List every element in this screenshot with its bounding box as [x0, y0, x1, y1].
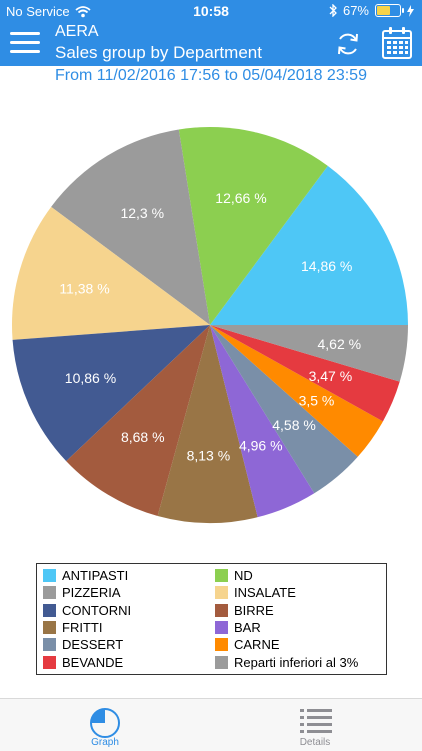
- app-name: AERA: [55, 23, 99, 40]
- pie-slice-pizzeria[interactable]: [51, 129, 210, 325]
- pie-slice-bevande[interactable]: [210, 325, 400, 422]
- status-time: 10:58: [193, 3, 229, 19]
- legend-swatch: [215, 620, 228, 634]
- menu-bar-top: [10, 32, 40, 35]
- legend-swatch: [215, 603, 228, 617]
- legend-label: BEVANDE: [62, 654, 124, 670]
- legend-label: CONTORNI: [62, 602, 132, 618]
- legend-label: INSALATE: [234, 585, 296, 601]
- pie-label: 4,58 %: [272, 417, 316, 433]
- carrier-label: No Service: [6, 4, 70, 19]
- status-left: No Service: [6, 4, 91, 19]
- legend-label: ND: [234, 568, 253, 583]
- legend-swatch: [43, 620, 56, 634]
- legend-swatch: [43, 569, 56, 582]
- legend-swatch: [43, 638, 56, 652]
- legend-item: BIRRE: [215, 603, 274, 618]
- legend-label: FRITTI: [62, 619, 103, 635]
- pie-label: 11,38 %: [59, 281, 109, 297]
- page-title: Sales group by Department: [55, 43, 262, 62]
- tab-bar: Graph Details: [0, 698, 422, 751]
- tab-details[interactable]: Details: [280, 699, 350, 751]
- legend-item: BEVANDE: [43, 655, 123, 670]
- legend-item: PIZZERIA: [43, 585, 121, 600]
- tab-graph[interactable]: Graph: [70, 699, 140, 751]
- pie-label: 10,86 %: [65, 370, 116, 386]
- battery-fill: [377, 6, 391, 15]
- status-bar: No Service 10:58 67%: [0, 0, 422, 22]
- pie-slice-nd[interactable]: [178, 127, 328, 326]
- pie-slice-birre[interactable]: [66, 325, 210, 516]
- battery-percent: 67%: [342, 3, 369, 18]
- legend-label: DESSERT: [62, 637, 124, 653]
- legend-item: BAR: [215, 620, 261, 635]
- calendar-icon[interactable]: [381, 26, 413, 60]
- app-header: No Service 10:58 67% AE: [0, 0, 422, 66]
- pie-slice-fritti[interactable]: [157, 325, 258, 523]
- legend-item: FRITTI: [43, 620, 102, 635]
- pie-label: 4,96 %: [239, 437, 283, 453]
- legend-swatch: [215, 655, 228, 669]
- date-range-label: From 11/02/2016 17:56 to 05/04/2018 23:5…: [55, 67, 367, 84]
- legend-label: CARNE: [234, 637, 280, 653]
- legend-swatch: [215, 586, 228, 600]
- pie-slice-bar[interactable]: [210, 325, 315, 518]
- pie-label: 12,3 %: [120, 205, 164, 221]
- legend-item: ND: [215, 568, 253, 583]
- tab-details-label: Details: [299, 737, 331, 748]
- legend-swatch: [43, 603, 56, 617]
- legend-swatch: [215, 569, 228, 582]
- pie-slice-contorni[interactable]: [12, 325, 211, 462]
- legend-label: Reparti inferiori al 3%: [234, 654, 359, 670]
- legend-label: BIRRE: [234, 602, 274, 618]
- menu-button[interactable]: [10, 30, 40, 54]
- bluetooth-icon: [329, 4, 337, 17]
- battery-nub: [402, 8, 404, 13]
- pie-chart-icon: [90, 708, 120, 738]
- status-right: 67%: [329, 3, 414, 18]
- wifi-icon: [74, 5, 91, 17]
- legend-item: INSALATE: [215, 585, 296, 600]
- legend-swatch: [43, 586, 56, 600]
- pie-label: 8,68 %: [121, 429, 165, 445]
- legend-swatch: [43, 655, 56, 669]
- pie-label: 4,62 %: [318, 336, 362, 352]
- legend-label: PIZZERIA: [62, 585, 121, 601]
- chart-legend: ANTIPASTI ND PIZZERIA INSALATE CONTORNI BIRRE…: [36, 563, 387, 675]
- list-icon: [300, 709, 332, 733]
- pie-label: 14,86 %: [301, 258, 352, 274]
- menu-bar-middle: [10, 41, 40, 44]
- pie-label: 8,13 %: [187, 448, 231, 464]
- legend-label: ANTIPASTI: [62, 568, 129, 583]
- legend-item: Reparti inferiori al 3%: [215, 655, 358, 670]
- menu-bar-bottom: [10, 50, 40, 53]
- tab-graph-label: Graph: [91, 737, 119, 748]
- pie-slice-insalate[interactable]: [11, 206, 210, 340]
- charging-bolt-icon: [407, 4, 414, 17]
- legend-item: CARNE: [215, 637, 280, 652]
- refresh-icon[interactable]: [334, 30, 362, 58]
- pie-slice-reparti-inferiori-al-3-[interactable]: [210, 325, 408, 382]
- pie-slice-antipasti[interactable]: [210, 165, 408, 325]
- pie-chart[interactable]: 14,86 % 12,66 % 12,3 % 11,38 % 10,86 % 8,68 %…: [10, 125, 410, 525]
- legend-swatch: [215, 638, 228, 652]
- legend-item: ANTIPASTI: [43, 568, 128, 583]
- pie-label: 3,47 %: [309, 368, 353, 384]
- legend-item: DESSERT: [43, 637, 123, 652]
- pie-slice-carne[interactable]: [210, 325, 383, 457]
- title-block: AERA Sales group by Department: [55, 22, 262, 64]
- pie-label: 12,66 %: [215, 190, 266, 206]
- pie-label: 3,5 %: [299, 393, 335, 409]
- battery-icon: [375, 4, 404, 17]
- legend-item: CONTORNI: [43, 603, 131, 618]
- legend-label: BAR: [234, 619, 261, 635]
- pie-slice-dessert[interactable]: [210, 325, 358, 494]
